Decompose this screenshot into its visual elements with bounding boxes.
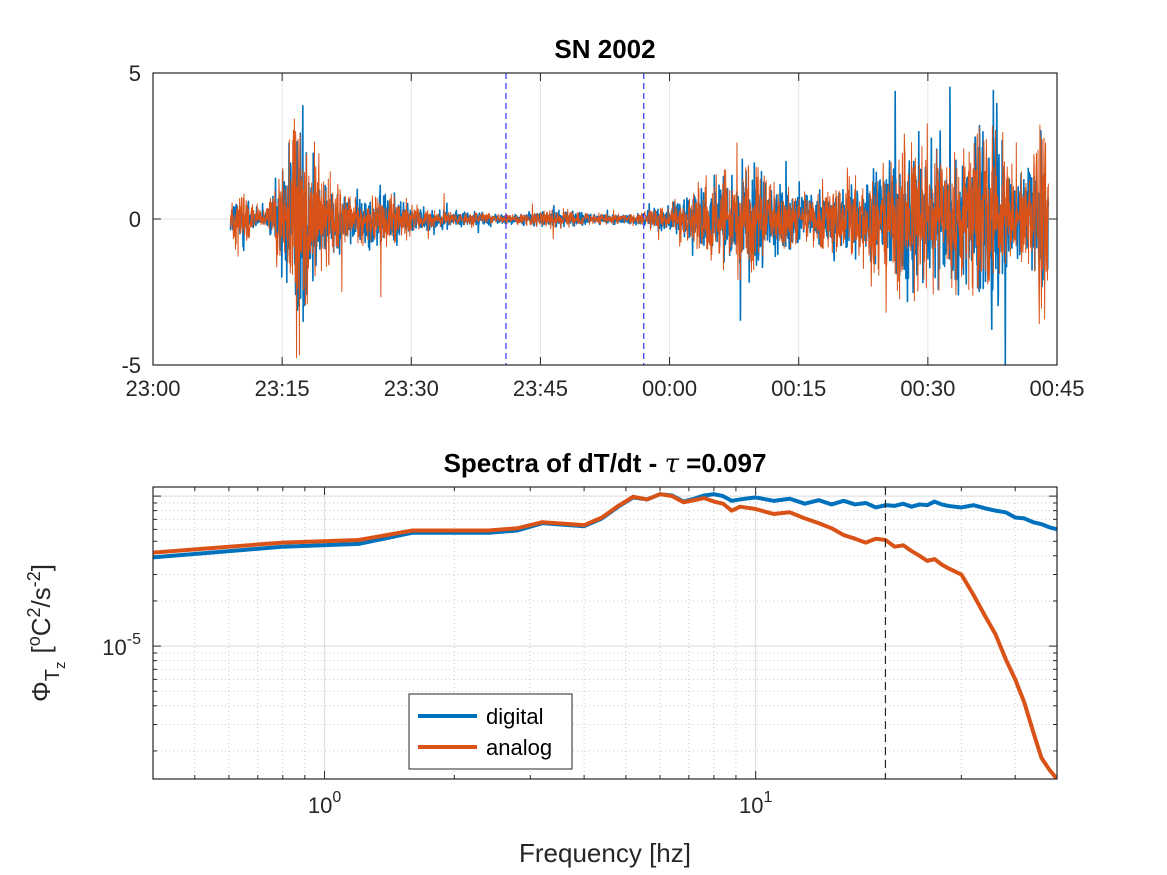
legend-box xyxy=(408,693,573,770)
spectra-plot: 100 101 10-5 Spectra of dT/dt - τ =0.097 … xyxy=(24,448,1058,868)
spectra-x-tick-label: 101 xyxy=(739,789,772,818)
timeseries-series-line-1 xyxy=(229,118,1049,359)
legend-label-analog: analog xyxy=(486,735,552,760)
spectra-x-ticks: 100 101 xyxy=(308,789,773,818)
timeseries-x-tick-label: 00:15 xyxy=(771,376,826,401)
spectra-series-line-analog xyxy=(153,492,1057,779)
spectra-title-prefix: Spectra of dT/dt - xyxy=(444,448,665,478)
spectra-axes-box xyxy=(152,486,1058,780)
ylabel-sub-z: z xyxy=(52,662,69,670)
spectra-plot-area xyxy=(153,487,1057,779)
timeseries-y-ticks: -5 0 5 xyxy=(121,61,1057,378)
timeseries-series xyxy=(229,86,1050,365)
legend: digital analog xyxy=(408,693,573,770)
timeseries-x-tick-label: 23:00 xyxy=(125,376,180,401)
spectra-series xyxy=(153,492,1057,779)
spectra-title: Spectra of dT/dt - τ =0.097 xyxy=(444,448,767,479)
spectra-title-value: =0.097 xyxy=(679,448,766,478)
ylabel-C: C xyxy=(26,618,56,637)
timeseries-vertical-markers xyxy=(505,73,645,365)
spectra-y-tick-label: 10-5 xyxy=(102,631,141,660)
timeseries-x-ticks: 23:00 23:15 23:30 23:45 00:00 00:15 00:30 00:45 xyxy=(125,73,1085,401)
timeseries-plot: 23:00 23:15 23:30 23:45 00:00 00:15 00:30 00:45… xyxy=(121,34,1084,401)
ylabel-phi: Φ xyxy=(26,681,56,702)
spectra-y-ticks: 10-5 xyxy=(102,631,141,660)
spectra-title-tau: τ xyxy=(665,449,680,479)
ylabel-bracket-close: ] xyxy=(26,564,56,571)
spectra-x-tick-label: 100 xyxy=(308,789,341,818)
svg-text:ΦTz[oC2/s-2]: ΦTz [oC2/s-2] xyxy=(24,564,69,702)
spectra-grid xyxy=(152,487,1058,779)
legend-label-digital: digital xyxy=(486,704,543,729)
timeseries-x-tick-label: 23:15 xyxy=(255,376,310,401)
timeseries-x-tick-label: 23:45 xyxy=(513,376,568,401)
spectra-x-label: Frequency [hz] xyxy=(519,838,691,868)
ylabel-per-s: /s xyxy=(26,587,56,607)
ylabel-sup-2: 2 xyxy=(24,607,44,617)
timeseries-x-tick-label: 00:00 xyxy=(642,376,697,401)
timeseries-y-tick-label: -5 xyxy=(121,353,141,378)
timeseries-x-tick-label: 00:45 xyxy=(1029,376,1084,401)
ylabel-deg-o: o xyxy=(24,636,44,646)
timeseries-x-tick-label: 23:30 xyxy=(384,376,439,401)
spectra-y-label: ΦTz [oC2/s-2] xyxy=(24,564,69,702)
timeseries-y-tick-label: 5 xyxy=(129,61,141,86)
timeseries-title: SN 2002 xyxy=(554,34,655,64)
ylabel-bracket-open: [ xyxy=(26,646,56,654)
timeseries-y-tick-label: 0 xyxy=(129,207,141,232)
timeseries-x-tick-label: 00:30 xyxy=(900,376,955,401)
ylabel-sub-T: T xyxy=(42,669,64,681)
ylabel-sup-m2: -2 xyxy=(24,571,44,587)
